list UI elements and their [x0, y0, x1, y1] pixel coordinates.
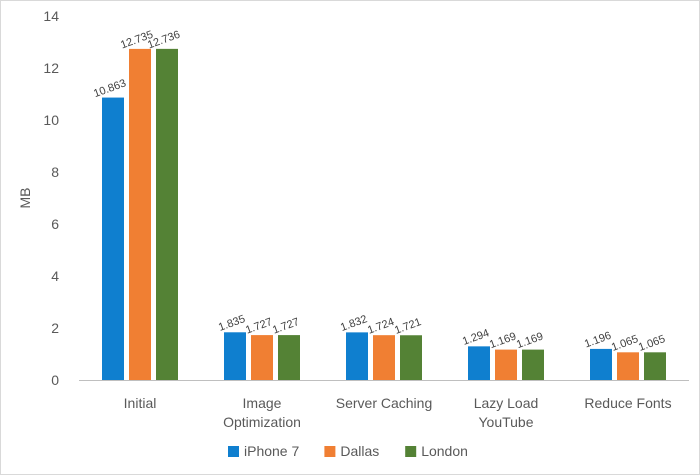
x-category-label: YouTube — [478, 414, 533, 430]
data-label: 1.169 — [488, 330, 518, 351]
y-tick-label: 4 — [51, 268, 59, 284]
data-label: 1.832 — [339, 313, 369, 334]
x-category-label: Initial — [124, 395, 157, 411]
bar — [590, 348, 612, 380]
bar — [468, 346, 490, 380]
bar — [129, 48, 151, 380]
data-label: 1.727 — [244, 316, 274, 337]
y-tick-label: 6 — [51, 216, 59, 232]
y-tick-label: 2 — [51, 320, 59, 336]
legend-label: iPhone 7 — [244, 443, 299, 459]
data-label: 1.065 — [637, 333, 667, 354]
bar — [400, 335, 422, 380]
data-label: 1.727 — [271, 316, 301, 337]
x-category-label: Reduce Fonts — [584, 395, 671, 411]
bar — [251, 335, 273, 380]
data-label: 1.169 — [515, 330, 545, 351]
x-axis: Initial Image Optimization Server Caching La… — [79, 380, 689, 430]
x-category-label: Server Caching — [336, 395, 433, 411]
legend-label: London — [421, 443, 468, 459]
data-label: 1.196 — [583, 330, 613, 351]
y-tick-label: 10 — [43, 112, 59, 128]
data-label: 1.721 — [393, 316, 423, 337]
y-axis: 0 2 4 6 8 10 12 14 — [43, 8, 59, 388]
x-category-label: Image — [243, 395, 282, 411]
y-tick-label: 8 — [51, 164, 59, 180]
bar — [495, 349, 517, 380]
y-axis-title: MB — [17, 188, 33, 209]
data-label: 10.863 — [92, 77, 128, 100]
bar — [224, 332, 246, 380]
bar — [346, 332, 368, 380]
legend-swatch — [405, 446, 417, 457]
bar — [373, 335, 395, 380]
bar — [617, 352, 639, 380]
bar — [278, 335, 300, 380]
bar — [156, 48, 178, 380]
data-label: 1.835 — [217, 313, 247, 334]
legend-swatch — [228, 446, 239, 457]
legend: iPhone 7 Dallas London — [228, 443, 468, 459]
bar — [102, 97, 124, 380]
y-tick-label: 14 — [43, 8, 59, 24]
y-tick-label: 0 — [51, 372, 59, 388]
bar — [644, 352, 666, 380]
legend-swatch — [324, 446, 336, 457]
bars — [102, 48, 666, 380]
x-category-label: Optimization — [223, 414, 301, 430]
x-category-label: Lazy Load — [474, 395, 539, 411]
data-label: 1.294 — [461, 327, 491, 348]
bar — [522, 349, 544, 380]
data-label: 1.724 — [366, 316, 396, 337]
y-tick-label: 12 — [43, 60, 59, 76]
data-label: 1.065 — [610, 333, 640, 354]
legend-label: Dallas — [340, 443, 379, 459]
